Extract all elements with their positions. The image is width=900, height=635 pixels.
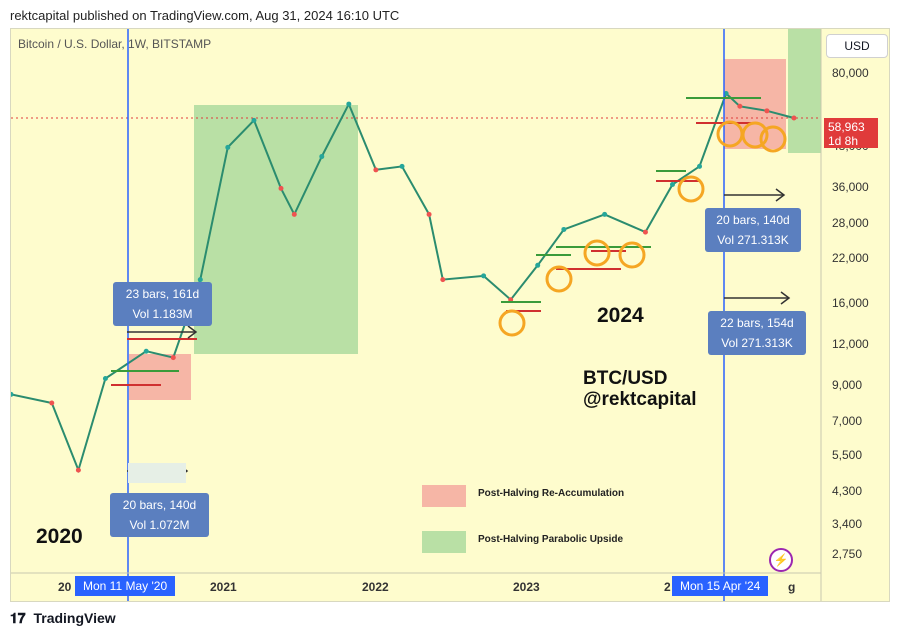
y-tick-label: 2,750 <box>832 547 863 562</box>
price-point <box>373 167 379 173</box>
price-point <box>440 277 446 283</box>
price-point <box>669 181 675 187</box>
retest-circle <box>545 265 573 293</box>
y-tick-label: 5,500 <box>832 448 863 463</box>
price-point <box>75 467 81 473</box>
y-tick-label: 22,000 <box>832 250 869 265</box>
y-tick-label: 9,000 <box>832 378 863 393</box>
price-point <box>278 185 284 191</box>
currency-selector[interactable]: USD <box>826 34 888 58</box>
price-point <box>399 163 405 169</box>
tradingview-logo-icon: 𝟏𝟕 <box>10 610 26 626</box>
measure-volume: Vol 1.183M <box>132 307 193 321</box>
measure-bars: 22 bars, 154d <box>720 316 794 330</box>
retest-circle <box>759 125 787 153</box>
y-tick-label: 80,000 <box>832 66 869 81</box>
parabolic-zone-2024 <box>788 29 821 153</box>
price-point <box>426 211 432 217</box>
retest-circle <box>498 309 526 337</box>
price-point <box>11 391 14 397</box>
y-tick-label: 36,000 <box>832 180 869 195</box>
halving-date-2020: Mon 11 May '20 <box>75 576 176 596</box>
price-point <box>535 262 541 268</box>
x-tick-label: 20 <box>58 580 72 594</box>
retest-circle <box>741 121 769 149</box>
price-point <box>102 375 108 381</box>
measure-volume: Vol 1.072M <box>129 518 190 532</box>
price-point <box>642 229 648 235</box>
x-tick-label: g <box>788 580 796 594</box>
current-price-label: 58,963 1d 8h <box>824 118 878 148</box>
measure-box-2024-top[interactable]: 20 bars, 140d Vol 271.313K <box>705 208 801 252</box>
price-point <box>346 101 352 107</box>
price-point <box>251 117 257 123</box>
legend-label-parabolic: Post-Halving Parabolic Upside <box>478 534 624 545</box>
price-point <box>561 226 567 232</box>
price-point <box>197 277 203 283</box>
measure-range-highlight <box>128 463 186 483</box>
y-tick-label: 12,000 <box>832 337 869 352</box>
price-point <box>602 211 608 217</box>
x-tick-label: 2023 <box>513 580 540 594</box>
y-tick-label: 7,000 <box>832 414 863 429</box>
price-point <box>225 144 231 150</box>
measure-box-2024-bottom[interactable]: 22 bars, 154d Vol 271.313K <box>708 311 806 355</box>
measure-bars: 20 bars, 140d <box>122 498 197 512</box>
legend-label-reaccumulation: Post-Halving Re-Accumulation <box>478 488 625 499</box>
measure-arrow-head <box>780 291 791 305</box>
halving-date-2024: Mon 15 Apr '24 <box>672 576 769 596</box>
legend-swatch-parabolic <box>422 531 466 553</box>
measure-arrow-head <box>187 325 198 339</box>
x-tick-label: 2 <box>664 580 671 594</box>
price-chart[interactable] <box>11 29 889 601</box>
price-point <box>481 273 487 279</box>
measure-volume: Vol 271.313K <box>717 233 789 247</box>
measure-bars: 23 bars, 161d <box>125 287 200 301</box>
lightning-icon[interactable]: ⚡ <box>769 548 793 572</box>
measure-volume: Vol 271.313K <box>721 336 793 350</box>
retest-circle <box>583 239 611 267</box>
price-point <box>49 400 55 406</box>
legend-swatch-reaccumulation <box>422 485 466 507</box>
reaccumulation-zone-2020 <box>129 354 191 400</box>
candle-countdown: 1d 8h <box>828 134 859 148</box>
measure-box-2020-top[interactable]: 23 bars, 161d Vol 1.183M <box>113 282 212 326</box>
current-price: 58,963 <box>828 120 865 134</box>
price-point <box>170 355 176 361</box>
publish-header: rektcapital published on TradingView.com… <box>10 8 400 23</box>
pair-label: BTC/USD <box>583 368 668 389</box>
price-point <box>319 154 325 160</box>
x-tick-label: 2022 <box>362 580 389 594</box>
y-tick-label: 28,000 <box>832 216 869 231</box>
price-point <box>143 348 149 354</box>
year-label-2020: 2020 <box>36 525 83 548</box>
measure-arrow-head <box>775 188 786 202</box>
x-tick-label: 2021 <box>210 580 237 594</box>
y-tick-label: 16,000 <box>832 296 869 311</box>
footer-brand: TradingView <box>33 610 116 626</box>
retest-circle <box>677 175 705 203</box>
y-tick-label: 4,300 <box>832 483 863 498</box>
retest-circle <box>618 241 646 269</box>
y-tick-label: 3,400 <box>832 517 863 532</box>
price-point <box>737 103 743 109</box>
price-point <box>791 115 797 121</box>
chart-title: Bitcoin / U.S. Dollar, 1W, BITSTAMP <box>18 37 212 51</box>
year-label-2024: 2024 <box>597 304 644 327</box>
price-point <box>723 90 729 96</box>
price-point <box>764 108 770 114</box>
tradingview-footer[interactable]: 𝟏𝟕 TradingView <box>10 610 116 627</box>
reaccumulation-zone-2024 <box>724 59 786 149</box>
parabolic-zone-2020 <box>194 105 358 354</box>
price-point <box>697 163 703 169</box>
price-point <box>291 211 297 217</box>
price-point <box>508 297 514 303</box>
author-handle: @rektcapital <box>583 389 697 410</box>
measure-box-2020-bottom[interactable]: 20 bars, 140d Vol 1.072M <box>110 493 209 537</box>
measure-bars: 20 bars, 140d <box>716 213 790 227</box>
